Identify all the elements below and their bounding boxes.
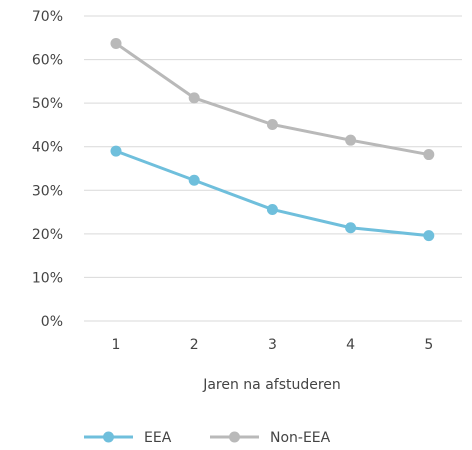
series-layer: [110, 37, 435, 242]
legend-label: EEA: [144, 430, 172, 446]
data-point-eea: [423, 230, 435, 242]
data-point-eea: [188, 174, 200, 186]
data-point-eea: [345, 222, 357, 234]
y-tick-label: 30%: [32, 183, 63, 199]
x-axis-tick-labels: 1 2 3 4 5: [112, 337, 434, 353]
y-tick-label: 10%: [32, 270, 63, 286]
x-tick-label: 3: [268, 337, 277, 353]
x-tick-label: 1: [112, 337, 121, 353]
series-non-eea: [110, 37, 435, 161]
x-tick-label: 4: [346, 337, 355, 353]
data-point-eea: [266, 203, 278, 215]
y-tick-label: 60%: [32, 53, 63, 69]
legend-item-eea: EEA: [84, 430, 172, 446]
y-axis-tick-labels: 0% 10% 20% 30% 40% 50% 60% 70%: [32, 9, 63, 330]
series-line-non-eea: [114, 41, 431, 157]
x-tick-label: 5: [424, 337, 433, 353]
legend-label: Non-EEA: [270, 430, 331, 446]
series-eea: [110, 145, 435, 242]
x-tick-label: 2: [190, 337, 199, 353]
y-tick-label: 0%: [41, 314, 63, 330]
y-tick-label: 40%: [32, 140, 63, 156]
series-line-eea: [114, 149, 431, 238]
legend-swatch-marker: [229, 431, 240, 443]
data-point-eea: [110, 145, 122, 157]
data-point-non-eea: [110, 37, 122, 49]
y-tick-label: 70%: [32, 9, 63, 25]
data-point-non-eea: [188, 92, 200, 104]
data-point-non-eea: [266, 118, 278, 130]
legend-item-non-eea: Non-EEA: [210, 430, 331, 446]
data-point-non-eea: [345, 134, 357, 146]
data-point-non-eea: [423, 149, 435, 161]
y-tick-label: 20%: [32, 227, 63, 243]
legend: EEA Non-EEA: [84, 430, 331, 446]
legend-swatch-marker: [103, 431, 114, 443]
y-tick-label: 50%: [32, 96, 63, 112]
x-axis-title: Jaren na afstuderen: [202, 377, 341, 393]
gridlines: [84, 15, 462, 322]
